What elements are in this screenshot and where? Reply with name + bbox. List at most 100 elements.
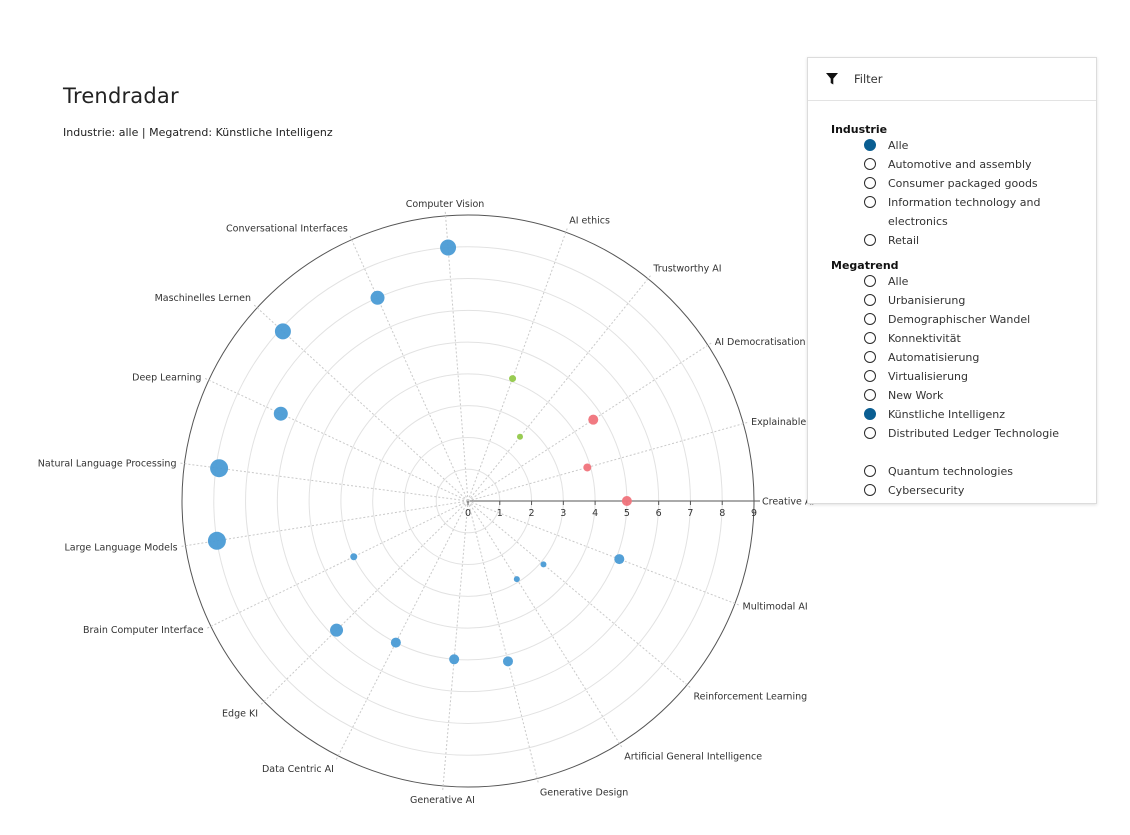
spoke-maschinelles-lernen xyxy=(253,304,469,502)
spoke-deep-learning xyxy=(204,377,469,502)
point-ai-democratisation[interactable] xyxy=(588,414,599,425)
point-reinforcement-learning[interactable] xyxy=(540,561,547,568)
radio-industrie-information-technology-and-electronics[interactable]: Information technology and electronics xyxy=(864,193,1084,231)
spoke-trustworthy-ai xyxy=(467,275,651,502)
axis-label-natural-language-processing: Natural Language Processing xyxy=(38,458,177,469)
filter-panel: Filter Industrie Alle Automotive and assem… xyxy=(807,57,1097,504)
axis-labels: Creative AI Explainable AI AI Democratisat… xyxy=(38,199,819,806)
radio-button-icon xyxy=(864,294,876,306)
radio-label: Konnektivität xyxy=(888,332,961,345)
radar-spokes xyxy=(180,211,760,790)
point-explainable-ai[interactable] xyxy=(583,463,592,472)
radio-megatrend-demographischer-wandel[interactable]: Demographischer Wandel xyxy=(864,310,1084,329)
axis-label-ai-democratisation: AI Democratisation xyxy=(715,337,806,348)
radio-label: Virtualisierung xyxy=(888,370,969,383)
radio-label: Automotive and assembly xyxy=(888,158,1032,171)
radial-tick-label-9: 9 xyxy=(751,508,757,519)
point-multimodal-ai[interactable] xyxy=(614,554,625,565)
radio-megatrend-urbanisierung[interactable]: Urbanisierung xyxy=(864,291,1084,310)
point-maschinelles-lernen[interactable] xyxy=(274,323,291,340)
point-data-centric-ai[interactable] xyxy=(390,637,401,648)
point-computer-vision[interactable] xyxy=(440,239,457,256)
filter-group-megatrend-title: Megatrend xyxy=(831,259,899,272)
point-edge-ki[interactable] xyxy=(330,623,344,637)
radio-label: Distributed Ledger Technologie xyxy=(888,427,1060,440)
point-trustworthy-ai[interactable] xyxy=(516,433,523,440)
spoke-generative-ai xyxy=(442,500,469,790)
radio-button-icon xyxy=(864,158,876,170)
spoke-explainable-ai xyxy=(467,422,748,502)
radio-industrie-alle[interactable]: Alle xyxy=(864,136,1084,155)
radio-button-icon xyxy=(864,389,876,401)
radio-label: Quantum technologies xyxy=(888,465,1013,478)
radio-industrie-automotive-and-assembly[interactable]: Automotive and assembly xyxy=(864,155,1084,174)
point-generative-ai[interactable] xyxy=(449,654,460,665)
point-artificial-general-intelligence[interactable] xyxy=(513,576,520,583)
trend-points xyxy=(207,239,632,667)
radio-megatrend-virtualisierung[interactable]: Virtualisierung xyxy=(864,367,1084,386)
radial-tick-label-2: 2 xyxy=(529,508,535,519)
radio-industrie-retail[interactable]: Retail xyxy=(864,231,1084,250)
radial-tick-label-0: 0 xyxy=(465,508,471,519)
axis-label-brain-computer-interface: Brain Computer Interface xyxy=(83,625,204,636)
spoke-reinforcement-learning xyxy=(467,500,691,688)
radio-label: Consumer packaged goods xyxy=(888,177,1038,190)
radio-megatrend-distributed-ledger-technologie[interactable]: Distributed Ledger Technologie xyxy=(864,424,1084,443)
axis-label-data-centric-ai: Data Centric AI xyxy=(262,764,334,775)
radio-label: Cybersecurity xyxy=(888,484,965,497)
axis-label-generative-ai: Generative AI xyxy=(410,795,475,806)
point-deep-learning[interactable] xyxy=(273,406,288,421)
axis-label-generative-design: Generative Design xyxy=(540,787,628,798)
point-large-language-models[interactable] xyxy=(207,531,226,550)
filter-title: Filter xyxy=(854,72,883,86)
spoke-ai-ethics xyxy=(467,228,568,502)
spoke-large-language-models xyxy=(181,500,469,547)
radio-button-icon xyxy=(864,234,876,246)
point-natural-language-processing[interactable] xyxy=(210,459,229,478)
axis-label-explainable-ai: Explainable AI xyxy=(751,417,818,428)
radio-megatrend-kunstliche-intelligenz[interactable]: Künstliche Intelligenz xyxy=(864,405,1084,424)
filter-group-industrie-title: Industrie xyxy=(831,123,888,136)
radial-tick-label-4: 4 xyxy=(592,508,598,519)
point-conversational-interfaces[interactable] xyxy=(370,290,385,305)
radial-tick-label-3: 3 xyxy=(560,508,566,519)
radio-megatrend-quantum-technologies[interactable]: Quantum technologies xyxy=(864,462,1084,481)
axis-label-multimodal-ai: Multimodal AI xyxy=(743,602,808,613)
radio-label: Alle xyxy=(888,139,909,152)
radio-button-icon xyxy=(864,139,876,151)
radio-button-icon xyxy=(864,484,876,496)
page-title: Trendradar xyxy=(63,84,179,108)
radio-industrie-consumer-packaged-goods[interactable]: Consumer packaged goods xyxy=(864,174,1084,193)
radial-tick-label-5: 5 xyxy=(624,508,630,519)
axis-label-creative-ai: Creative AI xyxy=(762,497,814,508)
axis-label-large-language-models: Large Language Models xyxy=(64,542,177,553)
radio-megatrend-alle[interactable]: Alle xyxy=(864,272,1084,291)
axis-label-maschinelles-lernen: Maschinelles Lernen xyxy=(155,293,251,304)
axis-label-trustworthy-ai: Trustworthy AI xyxy=(652,263,721,274)
radio-megatrend-automatisierung[interactable]: Automatisierung xyxy=(864,348,1084,367)
radio-megatrend-new-work[interactable]: New Work xyxy=(864,386,1084,405)
radial-tick-labels: 0 1 2 3 4 5 6 7 8 9 xyxy=(465,501,757,519)
axis-label-reinforcement-learning: Reinforcement Learning xyxy=(693,691,807,702)
point-ai-ethics[interactable] xyxy=(509,375,517,383)
radio-label: Demographischer Wandel xyxy=(888,313,1031,326)
spoke-edge-ki xyxy=(260,500,469,705)
radio-megatrend-cybersecurity[interactable]: Cybersecurity xyxy=(864,481,1084,500)
spoke-conversational-interfaces xyxy=(349,235,469,502)
point-generative-design[interactable] xyxy=(502,656,513,667)
radio-label: Automatisierung xyxy=(888,351,980,364)
radial-tick-label-1: 1 xyxy=(497,508,503,519)
radial-tick-label-7: 7 xyxy=(687,508,693,519)
radio-label: Retail xyxy=(888,234,920,247)
filter-header[interactable]: Filter xyxy=(808,58,1096,101)
radio-megatrend-konnektivitat[interactable]: Konnektivität xyxy=(864,329,1084,348)
point-brain-computer-interface[interactable] xyxy=(350,553,358,561)
point-creative-ai[interactable] xyxy=(621,496,632,506)
spoke-computer-vision xyxy=(444,211,469,502)
radio-label: New Work xyxy=(888,389,944,402)
axis-label-deep-learning: Deep Learning xyxy=(132,373,201,384)
radio-button-icon xyxy=(864,332,876,344)
axis-label-ai-ethics: AI ethics xyxy=(569,216,610,227)
radio-label: Künstliche Intelligenz xyxy=(888,408,1006,421)
